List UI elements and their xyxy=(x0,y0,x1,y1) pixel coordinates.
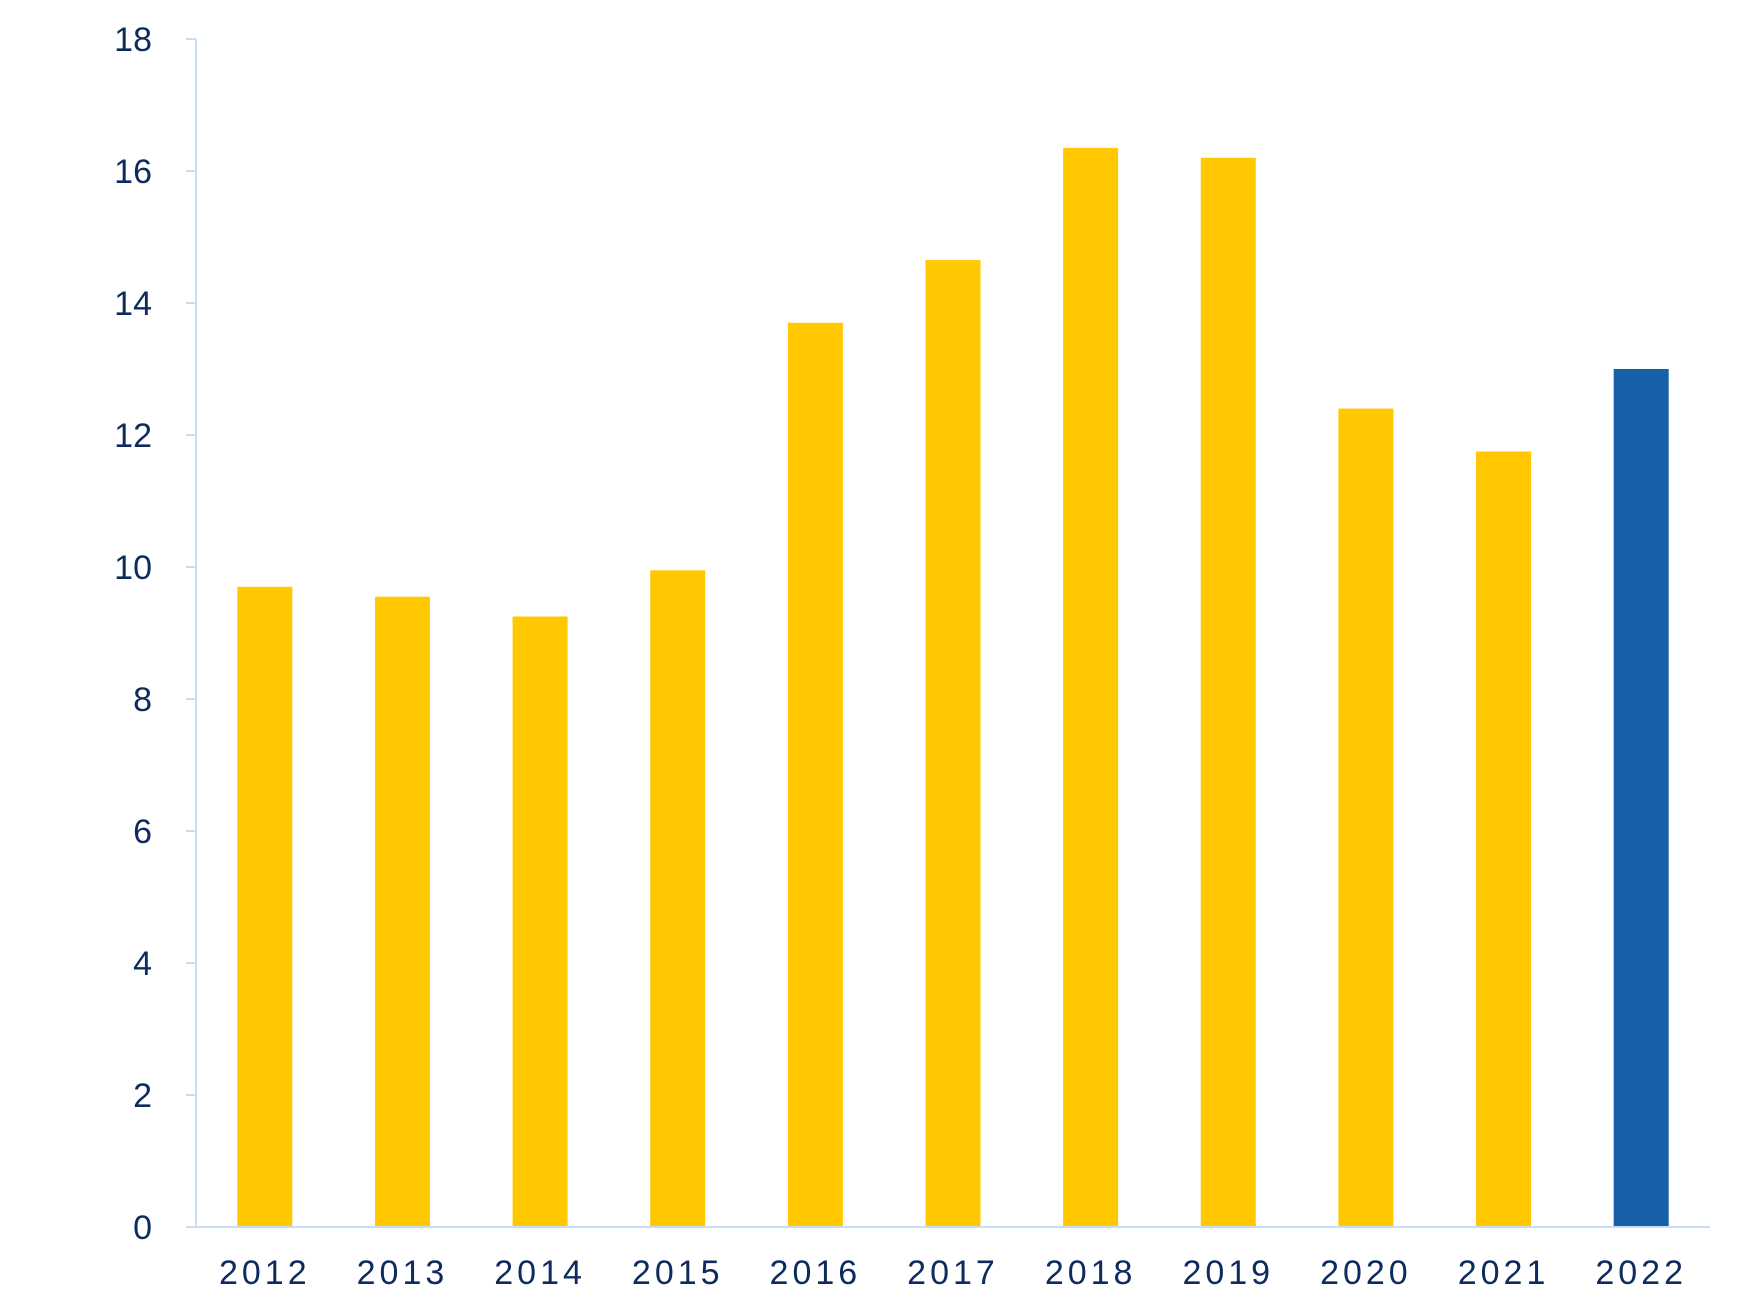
x-tick-label: 2012 xyxy=(219,1254,311,1292)
bar-2014 xyxy=(512,616,568,1227)
y-tick-label: 8 xyxy=(133,681,152,719)
x-tick-label: 2014 xyxy=(494,1254,586,1292)
x-tick-label: 2015 xyxy=(632,1254,724,1292)
y-tick-label: 18 xyxy=(114,21,152,59)
x-tick-label: 2019 xyxy=(1182,1254,1274,1292)
bar-2013 xyxy=(374,596,430,1227)
bar-2021 xyxy=(1476,451,1532,1227)
y-tick-label: 12 xyxy=(114,417,152,455)
bar-2017 xyxy=(925,260,981,1228)
y-tick-label: 2 xyxy=(133,1077,152,1115)
x-tick-label: 2018 xyxy=(1045,1254,1137,1292)
x-tick-label: 2022 xyxy=(1595,1254,1687,1292)
y-tick-label: 16 xyxy=(114,153,152,191)
bar-2020 xyxy=(1338,408,1394,1228)
bar-2022 xyxy=(1613,369,1669,1227)
y-tick-label: 0 xyxy=(133,1209,152,1247)
y-tick-label: 10 xyxy=(114,549,152,587)
bar-2018 xyxy=(1063,147,1119,1227)
x-tick-label: 2017 xyxy=(907,1254,999,1292)
bar-2019 xyxy=(1200,157,1256,1227)
x-tick-label: 2013 xyxy=(357,1254,449,1292)
x-tick-label: 2021 xyxy=(1458,1254,1550,1292)
x-axis: 2012 2013 2014 2015 2016 2017 2018 2019 2020 2021… xyxy=(186,1226,1710,1292)
y-tick-label: 14 xyxy=(114,285,152,323)
bar-2015 xyxy=(650,570,706,1227)
x-tick-label: 2020 xyxy=(1320,1254,1412,1292)
bar-2012 xyxy=(237,586,293,1227)
bar-2016 xyxy=(787,322,843,1227)
bars xyxy=(237,147,1669,1228)
y-axis: 0 2 4 6 8 10 12 14 16 18 xyxy=(114,21,197,1247)
y-tick-label: 4 xyxy=(133,945,152,983)
y-tick-label: 6 xyxy=(133,813,152,851)
x-tick-label: 2016 xyxy=(770,1254,862,1292)
